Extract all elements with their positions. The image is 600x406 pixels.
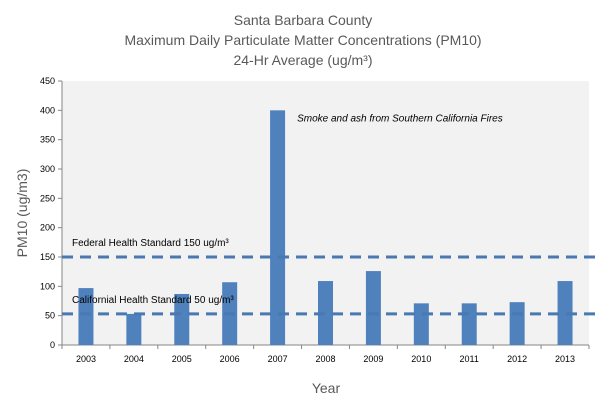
bar-2008 (318, 281, 333, 345)
x-tick-label: 2007 (268, 354, 288, 364)
x-tick-label: 2009 (363, 354, 383, 364)
x-tick-label: 2008 (315, 354, 335, 364)
y-tick-label: 200 (40, 223, 55, 233)
y-tick-label: 350 (40, 135, 55, 145)
y-tick-label: 50 (45, 311, 55, 321)
x-tick-label: 2011 (460, 354, 479, 364)
x-tick-label: 2005 (172, 354, 192, 364)
x-axis-title: Year (312, 380, 341, 396)
bars (78, 110, 573, 345)
x-tick-label: 2006 (220, 354, 240, 364)
bar-2010 (413, 303, 429, 345)
y-tick-label: 100 (40, 281, 55, 291)
y-axis-title: PM10 (ug/m3) (14, 169, 30, 258)
bar-2012 (509, 302, 525, 345)
reference-label-150: Federal Health Standard 150 ug/m³ (72, 238, 229, 249)
bar-2009 (365, 271, 381, 345)
bar-2011 (461, 303, 477, 345)
y-tick-label: 0 (50, 340, 55, 350)
y-tick-label: 250 (40, 193, 55, 203)
y-tick-label: 300 (40, 164, 55, 174)
y-tick-label: 450 (40, 76, 55, 86)
reference-lines: Federal Health Standard 150 ug/m³ Califor… (62, 238, 600, 316)
bar-2005 (174, 293, 190, 345)
reference-label-53: Californial Health Standard 50 ug/m³ (72, 295, 234, 306)
bar-2003 (78, 288, 94, 345)
chart-title-line-1: Santa Barbara County (234, 12, 373, 28)
bar-2013 (557, 281, 573, 345)
x-tick-label: 2010 (411, 354, 431, 364)
y-tick-label: 400 (40, 105, 55, 115)
fire-annotation: Smoke and ash from Southern California F… (297, 113, 503, 124)
chart-title-line-3: 24-Hr Average (ug/m³) (233, 52, 372, 68)
x-tick-label: 2004 (124, 354, 144, 364)
chart-title-line-2: Maximum Daily Particulate Matter Concent… (124, 32, 481, 48)
x-tick-label: 2003 (76, 354, 96, 364)
y-tick-label: 150 (40, 252, 55, 262)
x-tick-label: 2012 (507, 354, 527, 364)
x-tick-label: 2013 (555, 354, 575, 364)
bar-2004 (126, 313, 142, 345)
bar-2007 (270, 110, 286, 345)
